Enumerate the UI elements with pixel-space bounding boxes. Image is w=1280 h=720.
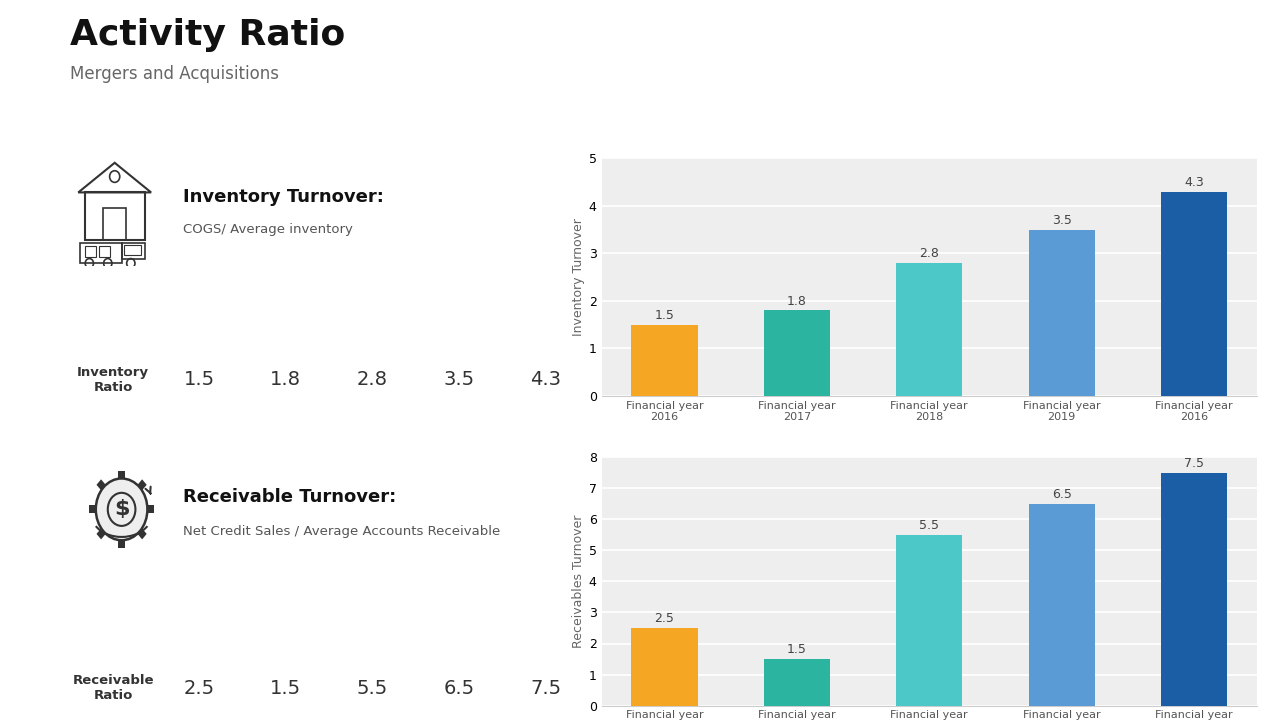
Circle shape (96, 479, 147, 540)
Text: 2016: 2016 (174, 317, 224, 335)
Text: Year: Year (92, 607, 134, 625)
Bar (896, 535, 963, 706)
Text: 2.8: 2.8 (357, 370, 388, 390)
Bar (124, 246, 141, 255)
Text: 6.5: 6.5 (1052, 487, 1071, 501)
FancyArrow shape (118, 471, 125, 482)
Text: 1.8: 1.8 (270, 370, 301, 390)
Text: 2018: 2018 (347, 623, 397, 641)
Text: 3.5: 3.5 (443, 370, 475, 390)
Text: 7.5: 7.5 (530, 678, 561, 698)
Text: Financial year: Financial year (340, 291, 404, 300)
Text: 1.5: 1.5 (270, 678, 301, 698)
Text: 1.5: 1.5 (654, 309, 675, 322)
Text: Receivable Turnover:: Receivable Turnover: (183, 488, 397, 506)
Bar (1161, 473, 1228, 706)
Bar (1029, 230, 1094, 396)
Text: 2018: 2018 (347, 317, 397, 335)
Text: 2016: 2016 (174, 623, 224, 641)
Text: 5.5: 5.5 (919, 519, 940, 532)
Bar (1029, 504, 1094, 706)
Text: 2017: 2017 (261, 317, 311, 335)
Bar (1161, 192, 1228, 396)
Text: 1.5: 1.5 (183, 370, 215, 390)
Bar (81, 243, 122, 264)
Text: 2020: 2020 (521, 623, 571, 641)
Text: Financial year: Financial year (515, 595, 577, 605)
Text: 2020: 2020 (521, 317, 571, 335)
Bar (122, 243, 145, 259)
Text: Financial year: Financial year (168, 291, 230, 300)
Text: 4.3: 4.3 (530, 370, 561, 390)
Text: Year: Year (92, 302, 134, 320)
Bar (84, 192, 145, 240)
Text: 1.5: 1.5 (787, 643, 806, 656)
FancyArrow shape (118, 537, 125, 548)
Text: 7.5: 7.5 (1184, 456, 1204, 469)
Bar (896, 263, 963, 396)
Circle shape (108, 492, 136, 526)
Text: Financial year: Financial year (428, 291, 490, 300)
Text: Receivable
Ratio: Receivable Ratio (73, 674, 154, 702)
Bar (84, 246, 96, 257)
Bar (104, 208, 127, 240)
Text: 2.5: 2.5 (654, 612, 675, 625)
FancyArrow shape (145, 505, 154, 513)
Text: 5.5: 5.5 (357, 678, 388, 698)
FancyArrow shape (136, 526, 147, 539)
Text: 1.8: 1.8 (787, 294, 806, 307)
Text: 2017: 2017 (261, 623, 311, 641)
Text: Mergers and Acquisitions: Mergers and Acquisitions (70, 65, 279, 83)
Text: Financial year: Financial year (255, 595, 317, 605)
FancyArrow shape (90, 505, 99, 513)
Y-axis label: Receivables Turnover: Receivables Turnover (572, 515, 585, 648)
FancyArrow shape (96, 480, 108, 492)
Text: Inventory
Ratio: Inventory Ratio (77, 366, 150, 394)
Bar (764, 659, 829, 706)
Text: Financial year: Financial year (340, 595, 404, 605)
Bar (764, 310, 829, 396)
Y-axis label: Inventory Turnover: Inventory Turnover (572, 218, 585, 336)
Text: Inventory Turnover:: Inventory Turnover: (183, 188, 384, 206)
FancyArrow shape (136, 480, 147, 492)
Bar (631, 628, 698, 706)
Text: Financial year: Financial year (428, 595, 490, 605)
Text: 3.5: 3.5 (1052, 214, 1071, 227)
Text: 2019: 2019 (434, 317, 484, 335)
Text: Financial year: Financial year (168, 595, 230, 605)
Text: 2.8: 2.8 (919, 247, 940, 260)
Text: 2019: 2019 (434, 623, 484, 641)
Text: 2.5: 2.5 (183, 678, 215, 698)
Bar (99, 246, 110, 257)
Text: Financial year: Financial year (515, 291, 577, 300)
Text: 4.3: 4.3 (1184, 176, 1204, 189)
Bar (631, 325, 698, 396)
Text: COGS/ Average inventory: COGS/ Average inventory (183, 223, 353, 236)
Text: 6.5: 6.5 (443, 678, 475, 698)
Text: Financial year: Financial year (255, 291, 317, 300)
Text: $: $ (114, 500, 129, 519)
Text: Activity Ratio: Activity Ratio (70, 18, 346, 52)
FancyArrow shape (96, 526, 108, 539)
Text: Net Credit Sales / Average Accounts Receivable: Net Credit Sales / Average Accounts Rece… (183, 525, 500, 538)
